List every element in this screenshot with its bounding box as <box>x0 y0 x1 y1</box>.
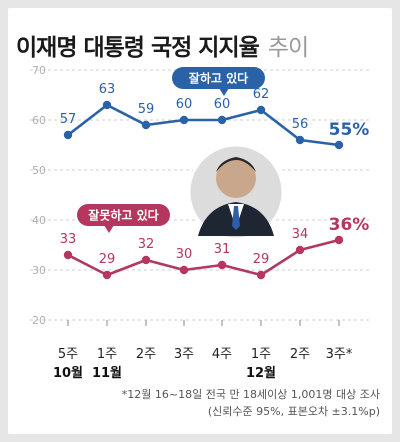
data-point <box>296 136 304 144</box>
data-point <box>64 251 72 259</box>
y-tick-label: 60 <box>32 114 46 127</box>
data-label: 30 <box>176 247 193 262</box>
data-point <box>257 271 265 279</box>
data-point <box>142 256 150 264</box>
data-point <box>142 121 150 129</box>
data-label: 29 <box>99 252 116 267</box>
x-tick-label: 4주 <box>212 347 232 362</box>
data-label: 60 <box>176 97 193 112</box>
data-point <box>218 261 226 269</box>
data-point <box>218 116 226 124</box>
series-callout-pointer <box>104 225 114 233</box>
data-label: 57 <box>60 112 77 127</box>
footnote-margin: (신뢰수준 95%, 표본오차 ±3.1%p) <box>208 403 380 419</box>
data-label: 60 <box>214 97 231 112</box>
data-label-latest: 36% <box>329 215 370 235</box>
series-name: 잘하고 있다 <box>189 71 248 86</box>
data-label: 34 <box>292 227 309 242</box>
data-point <box>335 236 343 244</box>
month-label: 12월 <box>246 365 276 381</box>
data-point <box>64 131 72 139</box>
data-label-latest: 55% <box>329 120 370 140</box>
x-tick-label: 5주 <box>58 347 78 362</box>
series-callout-pointer <box>219 88 229 96</box>
data-label: 56 <box>292 117 309 132</box>
data-label: 29 <box>253 252 270 267</box>
data-point <box>296 246 304 254</box>
data-label: 33 <box>60 232 77 247</box>
y-tick-label: 50 <box>32 164 46 177</box>
footnote-survey: *12월 16~18일 전국 만 18세이상 1,001명 대상 조사 <box>122 386 380 402</box>
x-tick-label: 3주 <box>174 347 194 362</box>
data-label: 32 <box>138 237 155 252</box>
month-label: 10월 <box>53 365 83 381</box>
data-point <box>335 141 343 149</box>
data-label: 59 <box>138 102 155 117</box>
data-label: 63 <box>99 82 116 97</box>
x-tick-label: 2주 <box>290 347 310 362</box>
data-label: 62 <box>253 87 270 102</box>
data-point <box>257 106 265 114</box>
data-point <box>180 116 188 124</box>
y-tick-label: 30 <box>32 264 46 277</box>
x-tick-label: 1주 <box>251 347 271 362</box>
x-tick-label: 1주 <box>97 347 117 362</box>
data-point <box>103 101 111 109</box>
month-label: 11월 <box>92 365 122 381</box>
y-tick-label: 20 <box>32 314 46 327</box>
data-label: 31 <box>214 242 231 257</box>
y-tick-label: 40 <box>32 214 46 227</box>
series-name: 잘못하고 있다 <box>88 208 158 223</box>
data-point <box>180 266 188 274</box>
data-point <box>103 271 111 279</box>
x-tick-label: 3주* <box>326 347 353 362</box>
x-tick-label: 2주 <box>136 347 156 362</box>
y-tick-label: 70 <box>32 64 46 77</box>
